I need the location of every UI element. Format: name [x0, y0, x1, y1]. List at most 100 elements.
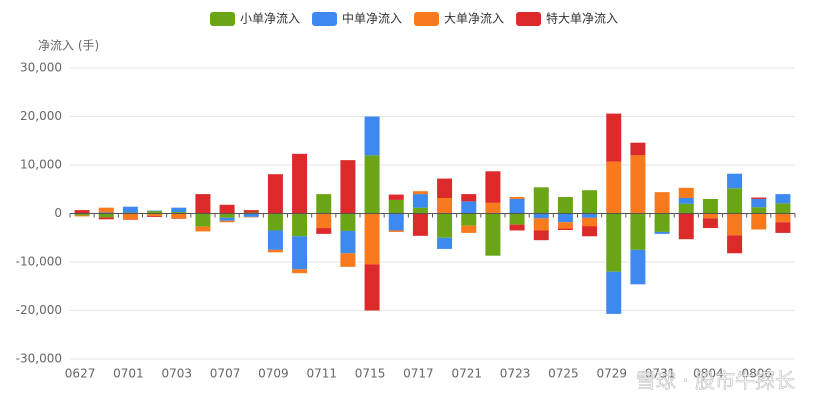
bar — [533, 218, 549, 231]
y-tick-label: -10,000 — [16, 255, 62, 269]
bar — [267, 213, 283, 231]
x-tick-label: 0711 — [306, 367, 337, 381]
bar — [678, 203, 694, 214]
bar — [630, 155, 646, 214]
bar — [509, 224, 525, 231]
bar — [630, 213, 646, 250]
bar — [147, 211, 163, 214]
bar — [437, 197, 453, 214]
legend-swatch — [210, 12, 235, 26]
x-tick-label: 0721 — [451, 367, 482, 381]
bar — [388, 199, 404, 214]
bar — [340, 160, 356, 214]
x-tick-label: 0717 — [403, 367, 434, 381]
legend-label: 小单净流入 — [240, 12, 300, 26]
bar — [775, 194, 791, 204]
bar — [364, 213, 380, 265]
bar — [557, 213, 573, 223]
bar — [292, 236, 308, 270]
y-axis-label: 净流入 (手) — [38, 39, 99, 53]
bar — [412, 207, 428, 214]
bar — [727, 173, 743, 189]
bar — [751, 197, 767, 199]
bar — [292, 269, 308, 274]
y-tick-label: 30,000 — [20, 61, 62, 75]
bar — [74, 215, 90, 217]
bar — [98, 213, 114, 218]
bar — [412, 191, 428, 195]
x-tick-label: 0703 — [161, 367, 192, 381]
bar — [606, 161, 622, 214]
bar — [219, 213, 235, 218]
bar — [122, 206, 138, 213]
x-tick-label: 0731 — [645, 367, 676, 381]
bar — [702, 198, 718, 214]
bar — [461, 213, 477, 226]
bar — [678, 197, 694, 204]
bar — [98, 217, 114, 220]
bar — [267, 249, 283, 253]
bar — [751, 213, 767, 230]
x-tick-label: 0806 — [741, 367, 772, 381]
bar — [461, 201, 477, 214]
bar — [533, 187, 549, 214]
legend-label: 特大单净流入 — [546, 11, 618, 26]
x-tick-label: 0709 — [258, 367, 289, 381]
bar — [751, 198, 767, 208]
bar — [606, 271, 622, 314]
bar — [630, 142, 646, 156]
bar — [654, 192, 670, 214]
bar — [267, 230, 283, 250]
bar — [582, 190, 598, 214]
bar — [292, 153, 308, 214]
bar — [243, 213, 259, 217]
bar — [171, 207, 187, 213]
y-tick-label: 10,000 — [20, 158, 62, 172]
x-tick-label: 0723 — [500, 367, 531, 381]
bar — [509, 213, 525, 225]
y-tick-label: -20,000 — [16, 303, 62, 317]
bar — [412, 213, 428, 236]
bar — [388, 213, 404, 231]
bar — [340, 230, 356, 254]
bar — [727, 213, 743, 236]
legend-swatch — [516, 12, 542, 26]
bar — [557, 222, 573, 229]
bar — [678, 187, 694, 198]
bar — [557, 197, 573, 214]
x-tick-label: 0701 — [113, 367, 144, 381]
x-tick-label: 0715 — [355, 367, 386, 381]
bar — [775, 213, 791, 223]
bar — [292, 213, 308, 237]
bar — [702, 218, 718, 229]
bar — [316, 228, 332, 234]
bar — [195, 226, 211, 232]
bar — [316, 194, 332, 214]
bar — [606, 113, 622, 162]
bar — [775, 203, 791, 214]
bar — [630, 249, 646, 285]
bar — [340, 213, 356, 231]
bar — [171, 212, 187, 214]
bar — [582, 226, 598, 237]
bar — [122, 213, 138, 220]
bar — [437, 178, 453, 198]
watermark: 雪球 · 股市牛探长 — [636, 369, 795, 393]
bar — [412, 194, 428, 208]
bar — [195, 194, 211, 214]
x-tick-label: 0725 — [548, 367, 579, 381]
x-tick-label: 0627 — [65, 367, 96, 381]
bar — [654, 213, 670, 232]
bar — [727, 188, 743, 214]
bar — [582, 213, 598, 218]
bar — [74, 213, 90, 216]
bar — [485, 171, 501, 203]
bar — [316, 213, 332, 229]
bar — [727, 235, 743, 254]
y-tick-label: -30,000 — [16, 352, 62, 366]
bar — [678, 213, 694, 240]
bar — [582, 217, 598, 227]
bar — [243, 210, 259, 213]
x-tick-label: 0804 — [693, 367, 724, 381]
